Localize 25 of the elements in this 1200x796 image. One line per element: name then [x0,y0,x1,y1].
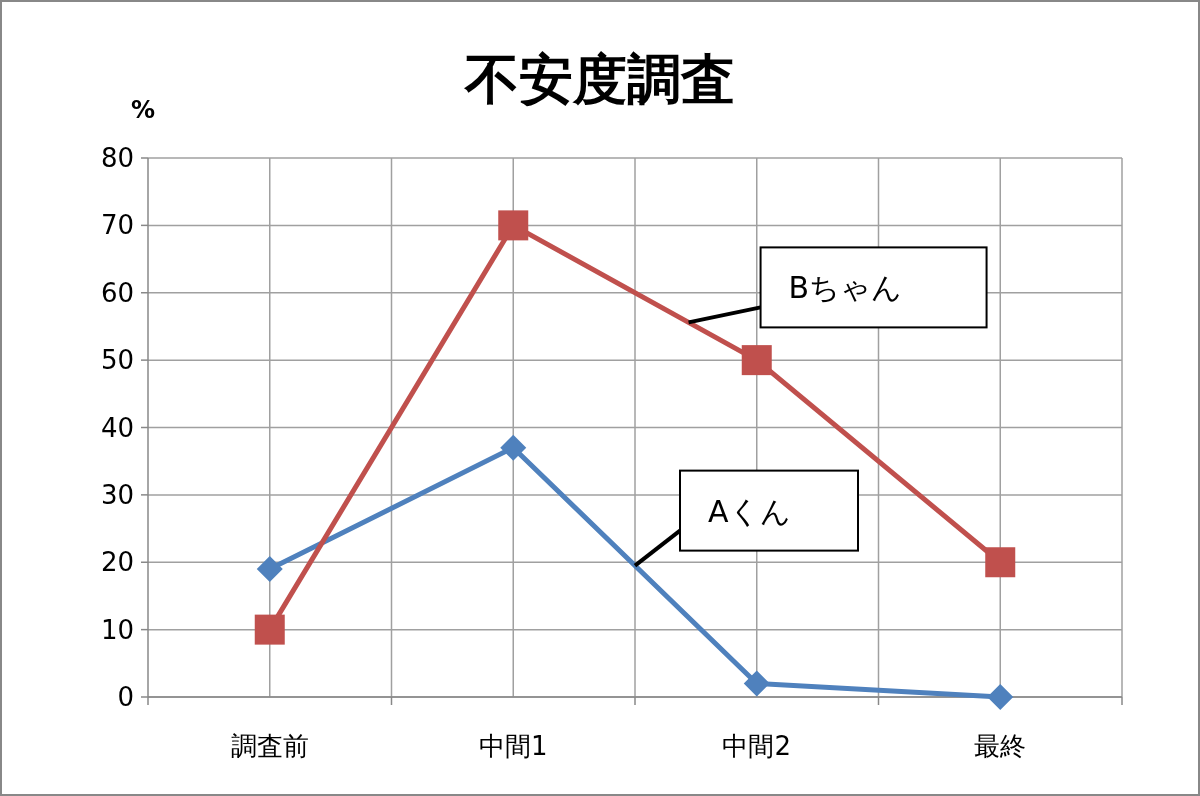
x-tick-label: 最終 [974,731,1027,761]
y-tick-label: 30 [100,479,134,510]
y-tick-label: 40 [100,412,134,443]
y-tick-label: 60 [100,277,134,308]
series-label: Bちゃん [788,270,903,306]
point [498,210,529,241]
y-axis-title: % [130,96,156,124]
chart-title: 不安度調査 [463,48,735,111]
y-tick-label: 20 [100,547,134,578]
y-tick-label: 10 [100,614,134,645]
point [987,684,1014,710]
point [254,614,285,645]
x-tick-label: 中間1 [478,731,548,761]
x-tick-label: 調査前 [230,731,309,761]
y-tick-label: 50 [100,345,134,376]
y-tick-label: 0 [117,682,134,712]
point [985,547,1016,578]
text: Aくん [708,493,791,529]
point [256,555,283,582]
point [741,345,772,376]
x-tick-label: 中間2 [722,731,792,761]
point [743,670,770,697]
y-tick-label: 80 [100,143,134,173]
y-tick-label: 70 [100,210,134,241]
point [500,434,527,461]
